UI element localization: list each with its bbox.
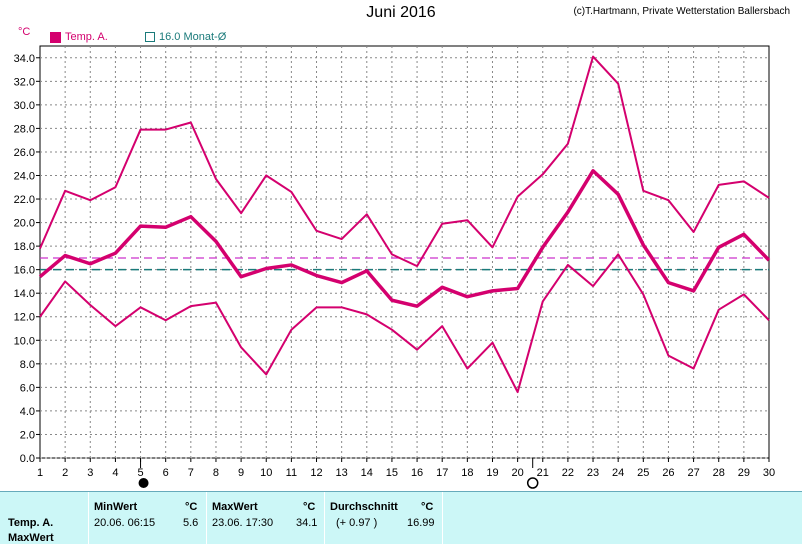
max-header: MaxWert [212,501,258,513]
x-tick-label: 4 [112,467,118,479]
panel-divider [206,492,207,544]
y-tick-label: 34.0 [14,53,35,65]
x-tick-label: 18 [461,467,473,479]
y-tick-label: 12.0 [14,312,35,324]
legend-temp-swatch [50,31,61,43]
x-tick-label: 7 [188,467,194,479]
max-value: 34.1 [296,517,318,529]
temperature-chart: 0.0 2.0 4.0 6.0 8.0 10.0 12.0 14.0 16.0 18.0 20.0 2… [14,45,775,489]
x-tick-label: 26 [662,467,674,479]
plot-frame [39,45,770,459]
x-tick-label: 16 [411,467,423,479]
y-unit-label: °C [18,26,31,38]
max-time: 23.06. 17:30 [212,517,274,529]
legend-temp-label: Temp. A. [65,31,108,43]
x-tick-label: 1 [37,467,43,479]
x-tick-label: 19 [486,467,498,479]
full-moon-icon [526,477,539,489]
panel-divider [442,492,443,544]
y-tick-label: 24.0 [14,170,35,182]
legend-monthly-swatch [145,32,155,42]
x-tick-label: 9 [238,467,244,479]
avg-delta: (+ 0.97 ) [336,517,378,529]
x-tick-label: 28 [713,467,725,479]
y-tick-label: 8.0 [20,359,35,371]
y-tick-label: 26.0 [14,147,35,159]
x-tick-label: 3 [87,467,93,479]
y-tick-label: 10.0 [14,335,35,347]
max-temp-line [39,55,770,268]
y-tick-label: 30.0 [14,100,35,112]
x-tick-label: 14 [361,467,373,479]
x-tick-label: 11 [286,467,297,479]
y-tick-label: 18.0 [14,241,35,253]
min-unit: °C [185,501,198,513]
legend-monthly: 16.0 Monat-Ø [145,31,226,43]
min-time: 20.06. 06:15 [94,517,156,529]
min-header: MinWert [94,501,138,513]
x-tick-label: 5 [137,467,143,479]
x-tick-label: 25 [637,467,649,479]
x-tick-label: 17 [436,467,448,479]
y-tick-label: 2.0 [20,429,35,441]
x-tick-label: 30 [763,467,775,479]
panel-divider [324,492,325,544]
avg-header: Durchschnitt [330,501,398,513]
avg-value: 16.99 [407,517,435,529]
x-tick-label: 21 [537,467,549,479]
x-tick-label: 10 [260,467,272,479]
chart-title: Juni 2016 [366,4,436,21]
panel-divider [88,492,89,544]
x-tick-label: 22 [562,467,574,479]
x-tick-label: 23 [587,467,599,479]
x-tick-label: 13 [336,467,348,479]
new-moon-icon [138,478,149,488]
x-tick-label: 29 [738,467,750,479]
x-tick-label: 15 [386,467,398,479]
x-tick-label: 20 [511,467,523,479]
y-tick-label: 14.0 [14,288,35,300]
y-tick-label: 0.0 [20,453,35,465]
x-tick-label: 6 [163,467,169,479]
y-tick-label: 16.0 [14,265,35,277]
x-tick-label: 24 [612,467,624,479]
min-value: 5.6 [183,517,199,529]
x-tick-label: 12 [310,467,322,479]
legend-temp: Temp. A. [50,31,108,43]
y-tick-label: 28.0 [14,123,35,135]
mean-temp-line [38,169,771,308]
y-tick-label: 32.0 [14,76,35,88]
y-tick-label: 20.0 [14,218,35,230]
x-tick-label: 8 [213,467,219,479]
x-tick-label: 27 [687,467,699,479]
avg-unit: °C [421,501,434,513]
min-temp-line [39,253,770,394]
row-label-temp: Temp. A. [8,517,54,529]
row-label-maxwert: MaxWert [8,532,54,544]
y-tick-label: 6.0 [20,382,35,394]
y-tick-label: 4.0 [20,406,35,418]
y-tick-label: 22.0 [14,194,35,206]
max-unit: °C [303,501,316,513]
stats-panel: Temp. A. MaxWert MinWert °C 20.06. 06:15… [0,491,802,544]
legend-monthly-label: 16.0 Monat-Ø [159,31,227,43]
x-tick-label: 2 [62,467,68,479]
credit-text: (c)T.Hartmann, Private Wetterstation Bal… [573,6,790,17]
